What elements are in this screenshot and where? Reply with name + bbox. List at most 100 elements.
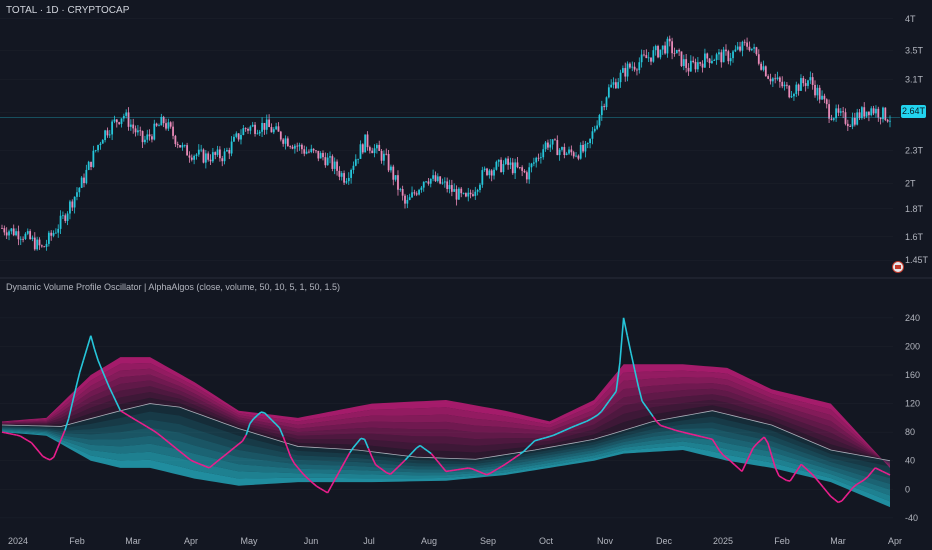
candle-body	[404, 195, 406, 204]
oscillator-line-segment	[108, 386, 114, 396]
candle-body	[218, 149, 221, 159]
candle-body	[233, 136, 235, 142]
candle-body	[584, 143, 587, 152]
candle-body	[36, 239, 39, 250]
candle-body	[629, 63, 631, 68]
candle-body	[776, 77, 779, 80]
candle-body	[190, 157, 193, 160]
candle-body	[326, 157, 329, 166]
candle-body	[275, 126, 278, 130]
oscillator-line-segment	[619, 317, 625, 363]
oscillator-line-segment	[630, 352, 636, 371]
candle-body	[771, 78, 774, 82]
candle-body	[654, 46, 657, 51]
candle-body	[727, 51, 730, 62]
candle-body	[849, 126, 852, 127]
candle-body	[490, 170, 493, 176]
candle-body	[8, 231, 10, 236]
candle-body	[223, 151, 226, 162]
candle-body	[500, 159, 502, 173]
candle-body	[884, 107, 887, 120]
candle-body	[237, 133, 240, 140]
flag-icon[interactable]	[892, 261, 904, 273]
candle-body	[746, 42, 748, 47]
oscillator-line-segment	[648, 410, 654, 418]
candle-body	[474, 191, 477, 196]
candle-body	[650, 57, 652, 62]
candle-body	[748, 46, 751, 51]
candle-body	[29, 231, 32, 240]
candle-body	[715, 54, 718, 60]
lower-band-layer	[2, 419, 890, 479]
candle-body	[521, 167, 524, 171]
candle-body	[539, 157, 542, 159]
candle-body	[809, 77, 812, 81]
oscillator-line-segment	[267, 416, 273, 421]
price-y-tick-label: 3.1T	[905, 74, 924, 84]
oscillator-line-segment	[190, 459, 195, 463]
candle-body	[254, 124, 256, 134]
oscillator-line-segment	[430, 453, 436, 459]
candle-body	[837, 108, 840, 113]
candle-body	[638, 62, 641, 71]
candle-body	[781, 81, 784, 87]
candle-body	[265, 119, 268, 130]
candle-body	[528, 167, 531, 180]
oscillator-line-segment	[711, 438, 717, 446]
candle-body	[373, 148, 376, 154]
oscillator-line-segment	[408, 451, 414, 457]
oscillator-line-segment	[789, 475, 795, 482]
candle-body	[673, 53, 676, 55]
candle-body	[596, 125, 599, 129]
candle-body	[352, 165, 355, 170]
oscillator-line-segment	[219, 455, 225, 460]
candle-body	[87, 161, 90, 170]
candle-body	[90, 161, 92, 167]
candle-body	[729, 58, 732, 62]
oscillator-line-segment	[759, 436, 765, 441]
candle-body	[495, 161, 498, 170]
candle-body	[383, 153, 385, 161]
candle-body	[347, 177, 350, 182]
candle-body	[713, 59, 716, 61]
candle-body	[542, 149, 545, 158]
oscillator-line-segment	[197, 462, 203, 466]
price-y-tick-label: 1.8T	[905, 204, 924, 214]
candle-body	[525, 172, 528, 180]
candle-body	[15, 231, 17, 236]
price-y-tick-label: 4T	[905, 14, 916, 24]
candle-body	[22, 238, 24, 240]
oscillator-line-segment	[401, 459, 406, 465]
candle-body	[270, 127, 273, 133]
oscillator-line-segment	[456, 468, 461, 471]
candle-body	[158, 125, 160, 127]
oscillator-line-segment	[423, 447, 428, 452]
oscillator-line-segment	[216, 458, 221, 463]
candle-body	[277, 126, 280, 132]
candle-body	[256, 133, 259, 135]
candle-body	[406, 199, 409, 204]
candle-body	[429, 178, 432, 184]
x-tick-label: May	[240, 536, 258, 546]
oscillator-line-segment	[800, 463, 806, 469]
oscillator-line-segment	[205, 465, 210, 469]
oscillator-line-segment	[119, 410, 125, 414]
oscillator-line-segment	[523, 447, 528, 453]
osc-y-tick-label: 120	[905, 399, 920, 409]
oscillator-line-segment	[708, 437, 713, 441]
oscillator-line-segment	[882, 470, 887, 474]
candle-body	[816, 87, 819, 96]
candle-body	[877, 108, 880, 118]
oscillator-line-segment	[419, 444, 425, 449]
candle-body	[600, 106, 603, 116]
oscillator-line-segment	[101, 369, 107, 379]
candle-body	[664, 45, 666, 54]
candle-body	[226, 149, 228, 152]
candle-body	[598, 115, 601, 126]
candle-body	[272, 129, 275, 133]
candle-body	[786, 84, 788, 86]
candle-body	[228, 149, 231, 154]
candle-body	[711, 60, 713, 64]
x-tick-label: Nov	[597, 536, 614, 546]
candle-body	[565, 153, 568, 156]
